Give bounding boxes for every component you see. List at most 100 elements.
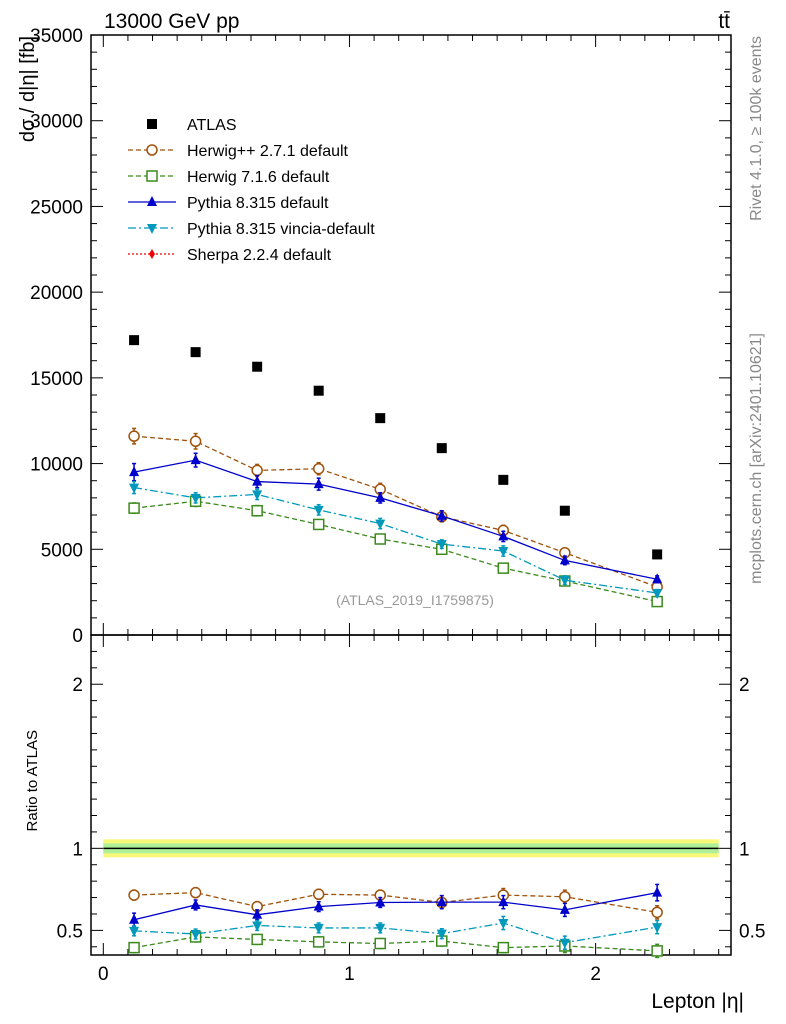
header-right: tt̄ [718,10,730,33]
marker-filled-square [375,413,386,424]
marker-filled-square [313,385,324,396]
series-line [134,922,658,944]
marker-triangle-up [313,900,324,911]
y-tick-label-right: 0.5 [739,921,765,942]
marker-triangle-down [436,540,447,551]
marker-triangle-up [190,898,201,909]
legend-label: ATLAS [187,117,237,134]
marker-filled-square [252,361,263,372]
marker-open-circle [559,890,571,903]
rivet-side-text: Rivet 4.1.0, ≥ 100k events [748,36,765,221]
y-tick-label: 1 [72,839,83,860]
marker-open-square [146,170,158,182]
marker-open-square [128,941,140,954]
legend-item: ATLAS [147,117,237,134]
marker-triangle-up [652,573,663,584]
marker-triangle-down [498,547,509,557]
y-tick-label: 5000 [41,540,83,561]
marker-triangle-up [559,903,570,914]
marker-triangle-down [498,919,509,929]
marker-open-circle [128,430,140,442]
marker-open-square [651,945,663,957]
marker-filled-square [559,505,570,516]
marker-triangle-down [375,923,386,934]
frames-group [90,34,732,956]
marker-open-circle [146,144,158,156]
marker-open-square [128,502,140,514]
marker-triangle-down [129,926,140,937]
marker-filled-square [147,119,157,129]
marker-filled-square [652,549,663,560]
header-left: 13000 GeV pp [104,10,239,33]
marker-open-circle [189,886,202,899]
marker-triangle-up [375,896,386,907]
marker-open-square [497,941,510,954]
marker-triangle-up [147,196,157,206]
series-line [133,459,658,580]
y-tick-label: 0 [72,626,83,647]
marker-triangle-down [559,576,570,587]
series-herwig-2-7-1-default [128,886,663,920]
marker-diamond [149,249,155,259]
ratio-plot-frame [90,634,732,956]
y-tick-label: 25000 [30,197,83,218]
series-pythia-8-315-default [129,452,663,584]
marker-open-square [312,518,325,531]
legend-label: Pythia 8.315 vincia-default [187,221,375,238]
y-tick-label: 2 [72,675,83,696]
series-line [133,486,658,594]
mcplots-side-text: mcplots.cern.ch [arXiv:2401.10621] [748,333,765,584]
y-tick-label: 15000 [30,369,83,390]
marker-triangle-down [147,224,157,234]
marker-triangle-up [375,491,386,502]
legend-item: Herwig 7.1.6 default [128,169,330,186]
legend-item: Sherpa 2.2.4 default [128,247,332,264]
marker-triangle-up [129,913,140,924]
x-tick-label: 2 [590,964,601,985]
legend-label: Sherpa 2.2.4 default [187,247,332,264]
legend-item: Herwig++ 2.7.1 default [128,143,349,160]
series-herwig-2-7-1-default [128,427,663,593]
ticks-group: 0 5000 10000 15000 20000 25000 30000 35000 0.5 0.… [30,26,765,985]
y-tick-label: 10000 [30,455,83,476]
legend-item: Pythia 8.315 default [128,195,329,212]
marker-triangle-down [129,483,140,494]
legend-label: Herwig 7.1.6 default [187,169,330,186]
marker-filled-square [436,443,447,454]
marker-open-circle [251,464,263,477]
legend-label: Pythia 8.315 default [187,195,329,212]
marker-triangle-down [652,589,663,599]
marker-triangle-down [252,921,263,932]
marker-triangle-up [252,475,263,486]
marker-open-square [251,504,263,517]
main-y-axis-label: dσ / d|η| [fb] [17,36,39,142]
marker-open-square [251,933,263,946]
y-tick-label-right: 1 [739,839,750,860]
marker-filled-square [498,474,509,485]
marker-open-circle [189,435,202,448]
marker-open-circle [312,462,325,475]
marker-open-square [497,562,510,574]
series-group [128,335,663,959]
marker-triangle-up [436,896,447,907]
series-line [134,435,658,588]
marker-triangle-down [190,929,201,940]
y-tick-label: 30000 [30,112,83,133]
marker-triangle-down [652,923,663,934]
marker-triangle-down [375,519,386,530]
marker-triangle-up [652,886,663,897]
series-pythia-8-315-default [129,883,663,928]
marker-triangle-up [559,554,570,565]
marker-filled-square [190,347,201,358]
series-herwig-7-1-6-default [128,931,663,959]
legend-label: Herwig++ 2.7.1 default [187,143,349,160]
marker-open-circle [312,888,325,901]
x-tick-label: 1 [344,964,355,985]
series-atlas [129,335,663,560]
series-pythia-8-315-vincia-default [129,480,663,599]
marker-open-square [374,533,386,545]
legend: ATLAS Herwig++ 2.7.1 default Herwig 7.1.6 … [128,117,375,264]
marker-triangle-down [252,490,263,501]
series-line [133,936,658,952]
marker-open-circle [128,889,140,901]
